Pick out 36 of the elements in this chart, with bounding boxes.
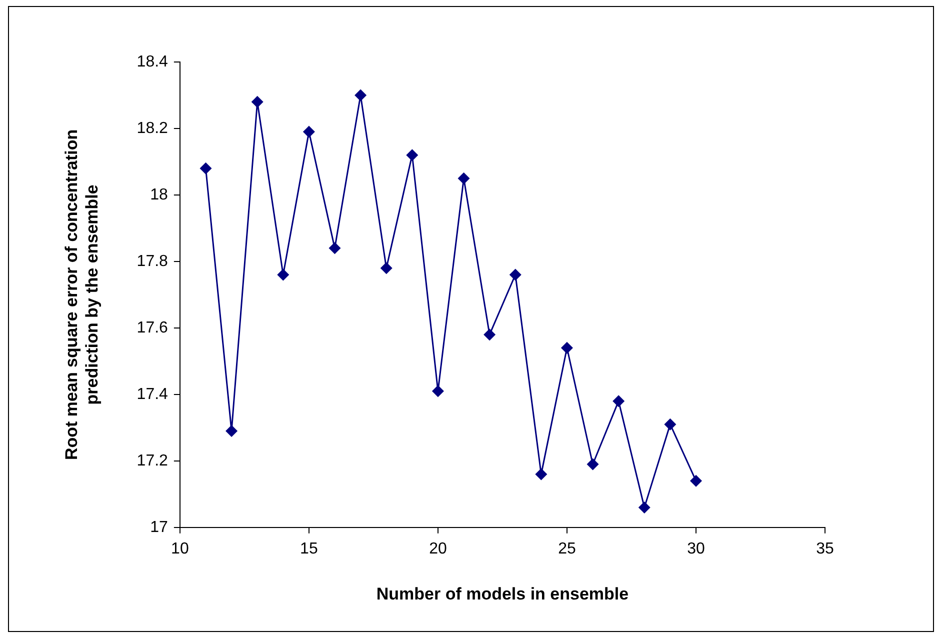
point	[560, 342, 573, 354]
point	[354, 89, 367, 102]
y-tick-label: 17.8	[136, 252, 168, 270]
point	[406, 149, 418, 162]
y-tick-label: 17.2	[136, 452, 168, 470]
x-tick-label: 30	[687, 540, 705, 558]
point	[484, 328, 496, 341]
point	[251, 96, 264, 108]
point	[638, 501, 650, 514]
point	[535, 468, 548, 480]
y-tick-label: 17.4	[136, 386, 168, 403]
x-tick-label: 25	[558, 540, 576, 558]
point	[586, 458, 599, 470]
point	[277, 268, 290, 281]
point	[458, 172, 470, 184]
point	[664, 418, 676, 430]
point	[509, 268, 522, 281]
x-tick-label: 15	[300, 540, 318, 558]
point	[328, 242, 341, 254]
y-tick-label: 18.4	[136, 53, 168, 70]
point	[690, 474, 702, 487]
y-tick-label: 18.2	[136, 120, 168, 137]
y-tick-label: 17.6	[136, 319, 168, 336]
x-tick-label: 20	[429, 540, 447, 558]
point	[302, 126, 315, 138]
y-axis-title: Root mean square error of concentration prediction by the ensemble	[62, 129, 102, 460]
x-tick-label: 10	[171, 540, 189, 558]
point	[226, 424, 238, 437]
x-tick-label: 35	[816, 540, 834, 558]
point	[432, 385, 444, 398]
point	[612, 395, 625, 408]
y-tick-label: 18	[150, 186, 168, 204]
y-tick-label: 17	[150, 518, 168, 536]
x-axis-title: Number of models in ensemble	[376, 584, 629, 604]
point	[200, 162, 212, 174]
point	[380, 262, 392, 274]
